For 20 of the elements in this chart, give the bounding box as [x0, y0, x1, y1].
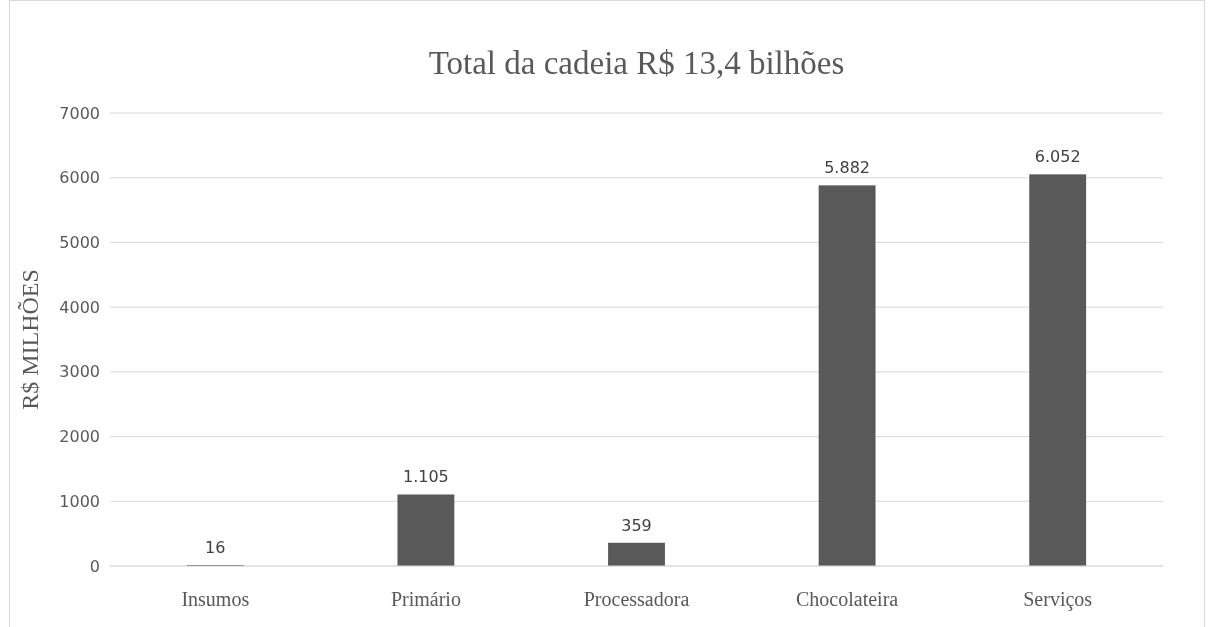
y-tick-label: 7000: [59, 103, 100, 123]
y-tick-label: 5000: [59, 233, 100, 253]
y-tick-label: 4000: [59, 297, 100, 317]
data-label: 359: [621, 515, 652, 535]
chart-title: Total da cadeia R$ 13,4 bilhões: [428, 45, 845, 81]
data-label: 16: [205, 537, 226, 557]
y-tick-label: 0: [89, 556, 100, 576]
y-tick-label: 3000: [59, 362, 100, 382]
data-label: 1.105: [402, 467, 449, 487]
x-tick-label: Primário: [390, 588, 461, 610]
x-tick-label: Processadora: [583, 588, 690, 610]
x-tick-label: Chocolateira: [796, 588, 899, 610]
y-tick-label: 6000: [59, 168, 100, 188]
y-tick-label: 1000: [59, 491, 100, 511]
x-tick-label: Insumos: [181, 588, 250, 610]
y-tick-label: 2000: [59, 427, 100, 447]
data-label: 6.052: [1034, 147, 1081, 167]
x-tick-label: Serviços: [1023, 588, 1093, 611]
y-axis-title: R$ MILHÕES: [17, 269, 43, 410]
data-label: 5.882: [824, 158, 871, 178]
